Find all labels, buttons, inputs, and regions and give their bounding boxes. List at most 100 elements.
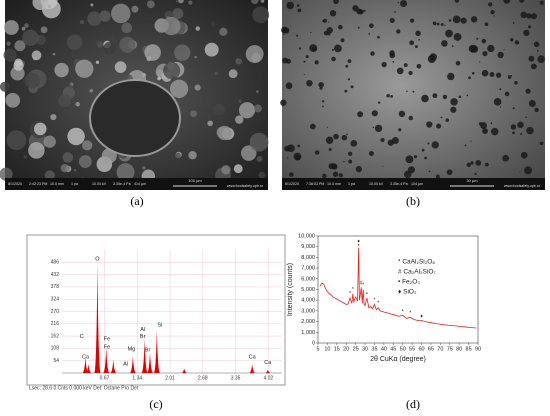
pore [314,60,319,65]
pore [493,15,495,17]
peak-marker: • [358,242,360,248]
pore [396,29,401,34]
y-tick-label: 5,000 [301,287,315,293]
pore [526,13,532,19]
pore [309,123,316,130]
pore [415,30,421,37]
pore [512,131,515,135]
grain [75,102,80,107]
pore [348,159,353,164]
y-tick-label: 216 [51,321,60,327]
pore [414,45,418,49]
y-tick-label: 3,000 [301,308,315,314]
pore [481,38,487,44]
x-tick-label: 3.35 [231,375,241,381]
peak-label: Al [140,327,145,333]
peak [248,363,256,373]
pore [453,33,462,41]
pore [334,44,342,53]
grain [256,90,259,93]
grain [3,48,17,62]
x-tick-label: 35 [371,346,377,352]
pore [408,70,413,76]
pore [525,116,527,119]
grain [175,0,179,3]
pore [412,90,415,93]
pore [310,31,312,34]
grain [157,76,161,81]
grain [28,142,45,159]
grain [169,79,189,98]
site-text: www.foodsafety.upb.ro [504,184,540,188]
peak-marker: • [366,291,368,297]
pore [432,93,438,99]
peak-marker: • [402,308,404,314]
y-axis-label: Intensity (counts) [287,263,294,316]
grain [21,26,26,31]
y-tick-label: 162 [51,333,60,339]
pore [448,19,452,22]
peak [82,357,89,373]
pore [489,72,495,78]
caption: (a) [130,194,143,208]
peak [103,346,110,373]
grain [221,165,231,175]
pore [512,107,515,110]
grain [238,99,242,103]
grain [14,40,26,52]
pore [464,144,467,147]
pore [527,25,532,29]
pore [475,159,482,166]
pore [397,1,399,4]
grain [252,6,270,24]
pore [441,40,448,47]
y-tick-label: 6,000 [301,276,315,282]
grain [0,81,11,92]
x-tick-label: 30 [362,346,368,352]
pore [284,145,290,152]
grain [233,164,243,174]
peak-marker: * [377,301,379,307]
pore [297,144,300,148]
grain [99,10,111,22]
pore [497,51,504,59]
pore [493,98,502,106]
grain [256,155,263,163]
peak [153,329,161,373]
grain [163,61,181,80]
pore [323,18,327,23]
grain [90,3,94,7]
pore [409,40,415,46]
pore [377,35,380,39]
peak-label: C [80,334,84,340]
info-text: 3.35e-4 Pa [113,182,131,186]
pore [466,94,469,97]
y-tick-label: 10,000 [298,233,315,239]
x-tick-label: 10 [324,346,330,352]
grain [75,59,94,78]
x-tick-label: 55 [409,346,415,352]
pore [283,33,285,36]
pore [455,60,461,66]
y-tick-label: 8,000 [301,255,315,261]
pore [418,38,420,41]
pore [484,22,489,27]
pore [296,4,300,7]
info-text: 8/1/2020 [8,182,22,186]
grain [214,71,218,76]
pore [416,63,422,69]
pore [510,38,514,42]
x-tick-label: 60 [418,346,424,352]
x-tick-label: 65 [428,346,434,352]
pore [303,60,306,63]
pore [530,13,537,20]
pore [331,56,336,62]
x-tick-label: 20 [343,346,349,352]
pore [421,94,429,103]
pore [436,22,440,26]
pore [355,165,362,173]
grain [131,5,139,13]
pore [403,63,408,67]
pore [357,26,360,29]
